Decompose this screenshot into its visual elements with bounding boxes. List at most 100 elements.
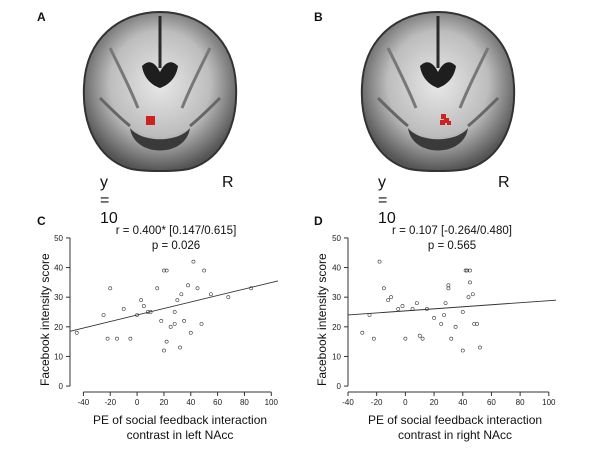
data-point-c	[172, 310, 177, 314]
data-point-c	[179, 292, 184, 297]
data-point-d	[460, 348, 465, 353]
data-point-c	[74, 330, 79, 335]
panel-letter-c: C	[37, 214, 46, 228]
x-tick-label-c: -40	[78, 398, 90, 407]
data-point-d	[424, 307, 429, 311]
correlation-stat-d: r = 0.107 [-0.264/0.480]	[392, 225, 512, 237]
x-tick-label-c: -20	[104, 398, 116, 407]
data-point-d	[442, 313, 447, 317]
y-tick-label-d: 40	[332, 264, 341, 273]
hemisphere-label-b: R	[498, 174, 510, 191]
data-point-d	[446, 283, 451, 288]
data-point-c	[105, 336, 110, 341]
data-point-d	[443, 301, 448, 306]
data-point-d	[460, 310, 465, 314]
data-point-c	[175, 298, 180, 303]
data-point-c	[145, 310, 150, 314]
y-tick-label-d: 10	[332, 352, 341, 361]
data-point-d	[403, 336, 408, 341]
data-point-c	[202, 268, 207, 273]
data-point-c	[135, 313, 139, 317]
data-point-c	[101, 313, 106, 317]
x-tick-label-c: 100	[265, 398, 279, 407]
correlation-stat-c: r = 0.400* [0.147/0.615]	[115, 225, 237, 237]
y-tick-label-c: 30	[54, 293, 63, 302]
data-point-d	[432, 316, 436, 320]
data-point-d	[468, 268, 472, 273]
data-point-c	[186, 283, 190, 288]
data-point-c	[172, 321, 177, 326]
x-tick-label-c: 80	[240, 398, 249, 407]
x-tick-label-d: 40	[458, 398, 467, 407]
roi-marker-right	[440, 114, 451, 125]
data-point-c	[141, 304, 146, 308]
x-tick-label-d: 80	[516, 398, 525, 407]
data-point-d	[466, 295, 471, 300]
x-tick-label-c: 60	[213, 398, 222, 407]
panel-letter-d: D	[314, 214, 323, 228]
data-point-c	[128, 336, 133, 341]
x-tick-label-d: -40	[342, 398, 354, 407]
data-point-c	[164, 268, 169, 273]
y-tick-label-d: 50	[332, 234, 341, 243]
x-axis-label-c: PE of social feedback interaction contra…	[60, 413, 300, 443]
y-tick-label-d: 0	[337, 382, 342, 391]
brain-slice-b	[360, 10, 516, 172]
x-tick-label-d: 60	[487, 398, 496, 407]
data-point-d	[396, 307, 401, 311]
x-tick-label-c: 20	[159, 398, 168, 407]
data-point-d	[475, 321, 480, 326]
data-point-c	[226, 295, 231, 300]
x-axis-label-c-line1: PE of social feedback interaction	[92, 413, 268, 427]
data-point-d	[417, 333, 422, 338]
data-point-c	[249, 286, 254, 291]
x-tick-label-d: -20	[371, 398, 383, 407]
data-point-d	[453, 324, 458, 329]
p-value-d: p = 0.565	[427, 240, 477, 252]
x-tick-label-c: 40	[186, 398, 195, 407]
x-axis-label-d-line1: PE of social feedback interaction	[367, 413, 543, 427]
data-point-d	[360, 330, 365, 335]
data-point-d	[465, 268, 469, 273]
data-point-c	[195, 286, 200, 291]
data-point-d	[389, 295, 393, 300]
data-point-c	[164, 339, 169, 344]
data-point-d	[463, 268, 468, 273]
x-axis-label-d: PE of social feedback interaction contra…	[335, 413, 575, 443]
data-point-c	[159, 318, 164, 323]
data-point-c	[108, 286, 113, 291]
data-point-d	[478, 345, 482, 350]
data-point-d	[470, 292, 475, 297]
data-point-c	[199, 321, 204, 326]
data-point-d	[410, 307, 415, 311]
data-point-c	[139, 298, 144, 303]
y-tick-label-c: 20	[54, 323, 63, 332]
hemisphere-label-a: R	[222, 174, 234, 191]
data-point-d	[414, 301, 419, 306]
brain-slice-a	[82, 10, 238, 172]
slice-coordinate-label-a: y = 10	[100, 174, 118, 227]
x-tick-label-d: 20	[430, 398, 439, 407]
panel-letter-a: A	[37, 10, 46, 24]
data-point-c	[115, 336, 119, 341]
y-tick-label-c: 0	[59, 382, 64, 391]
data-point-d	[439, 321, 444, 326]
fit-line-c	[69, 280, 279, 332]
data-point-c	[188, 330, 193, 335]
data-point-c	[148, 310, 153, 314]
data-point-d	[472, 321, 477, 326]
data-point-c	[162, 268, 166, 273]
roi-marker-left	[146, 116, 155, 125]
data-point-d	[400, 304, 405, 308]
data-point-c	[121, 307, 126, 311]
data-point-c	[162, 348, 166, 353]
y-tick-label-d: 30	[332, 293, 341, 302]
slice-coordinate-label-b: y = 10	[378, 174, 396, 227]
x-axis-label-c-line2: contrast in left NAcc	[126, 428, 234, 442]
data-point-d	[367, 313, 372, 317]
data-point-c	[168, 324, 173, 329]
x-tick-label-d: 100	[542, 398, 556, 407]
x-tick-label-c: 0	[135, 398, 140, 407]
data-point-c	[209, 292, 213, 297]
